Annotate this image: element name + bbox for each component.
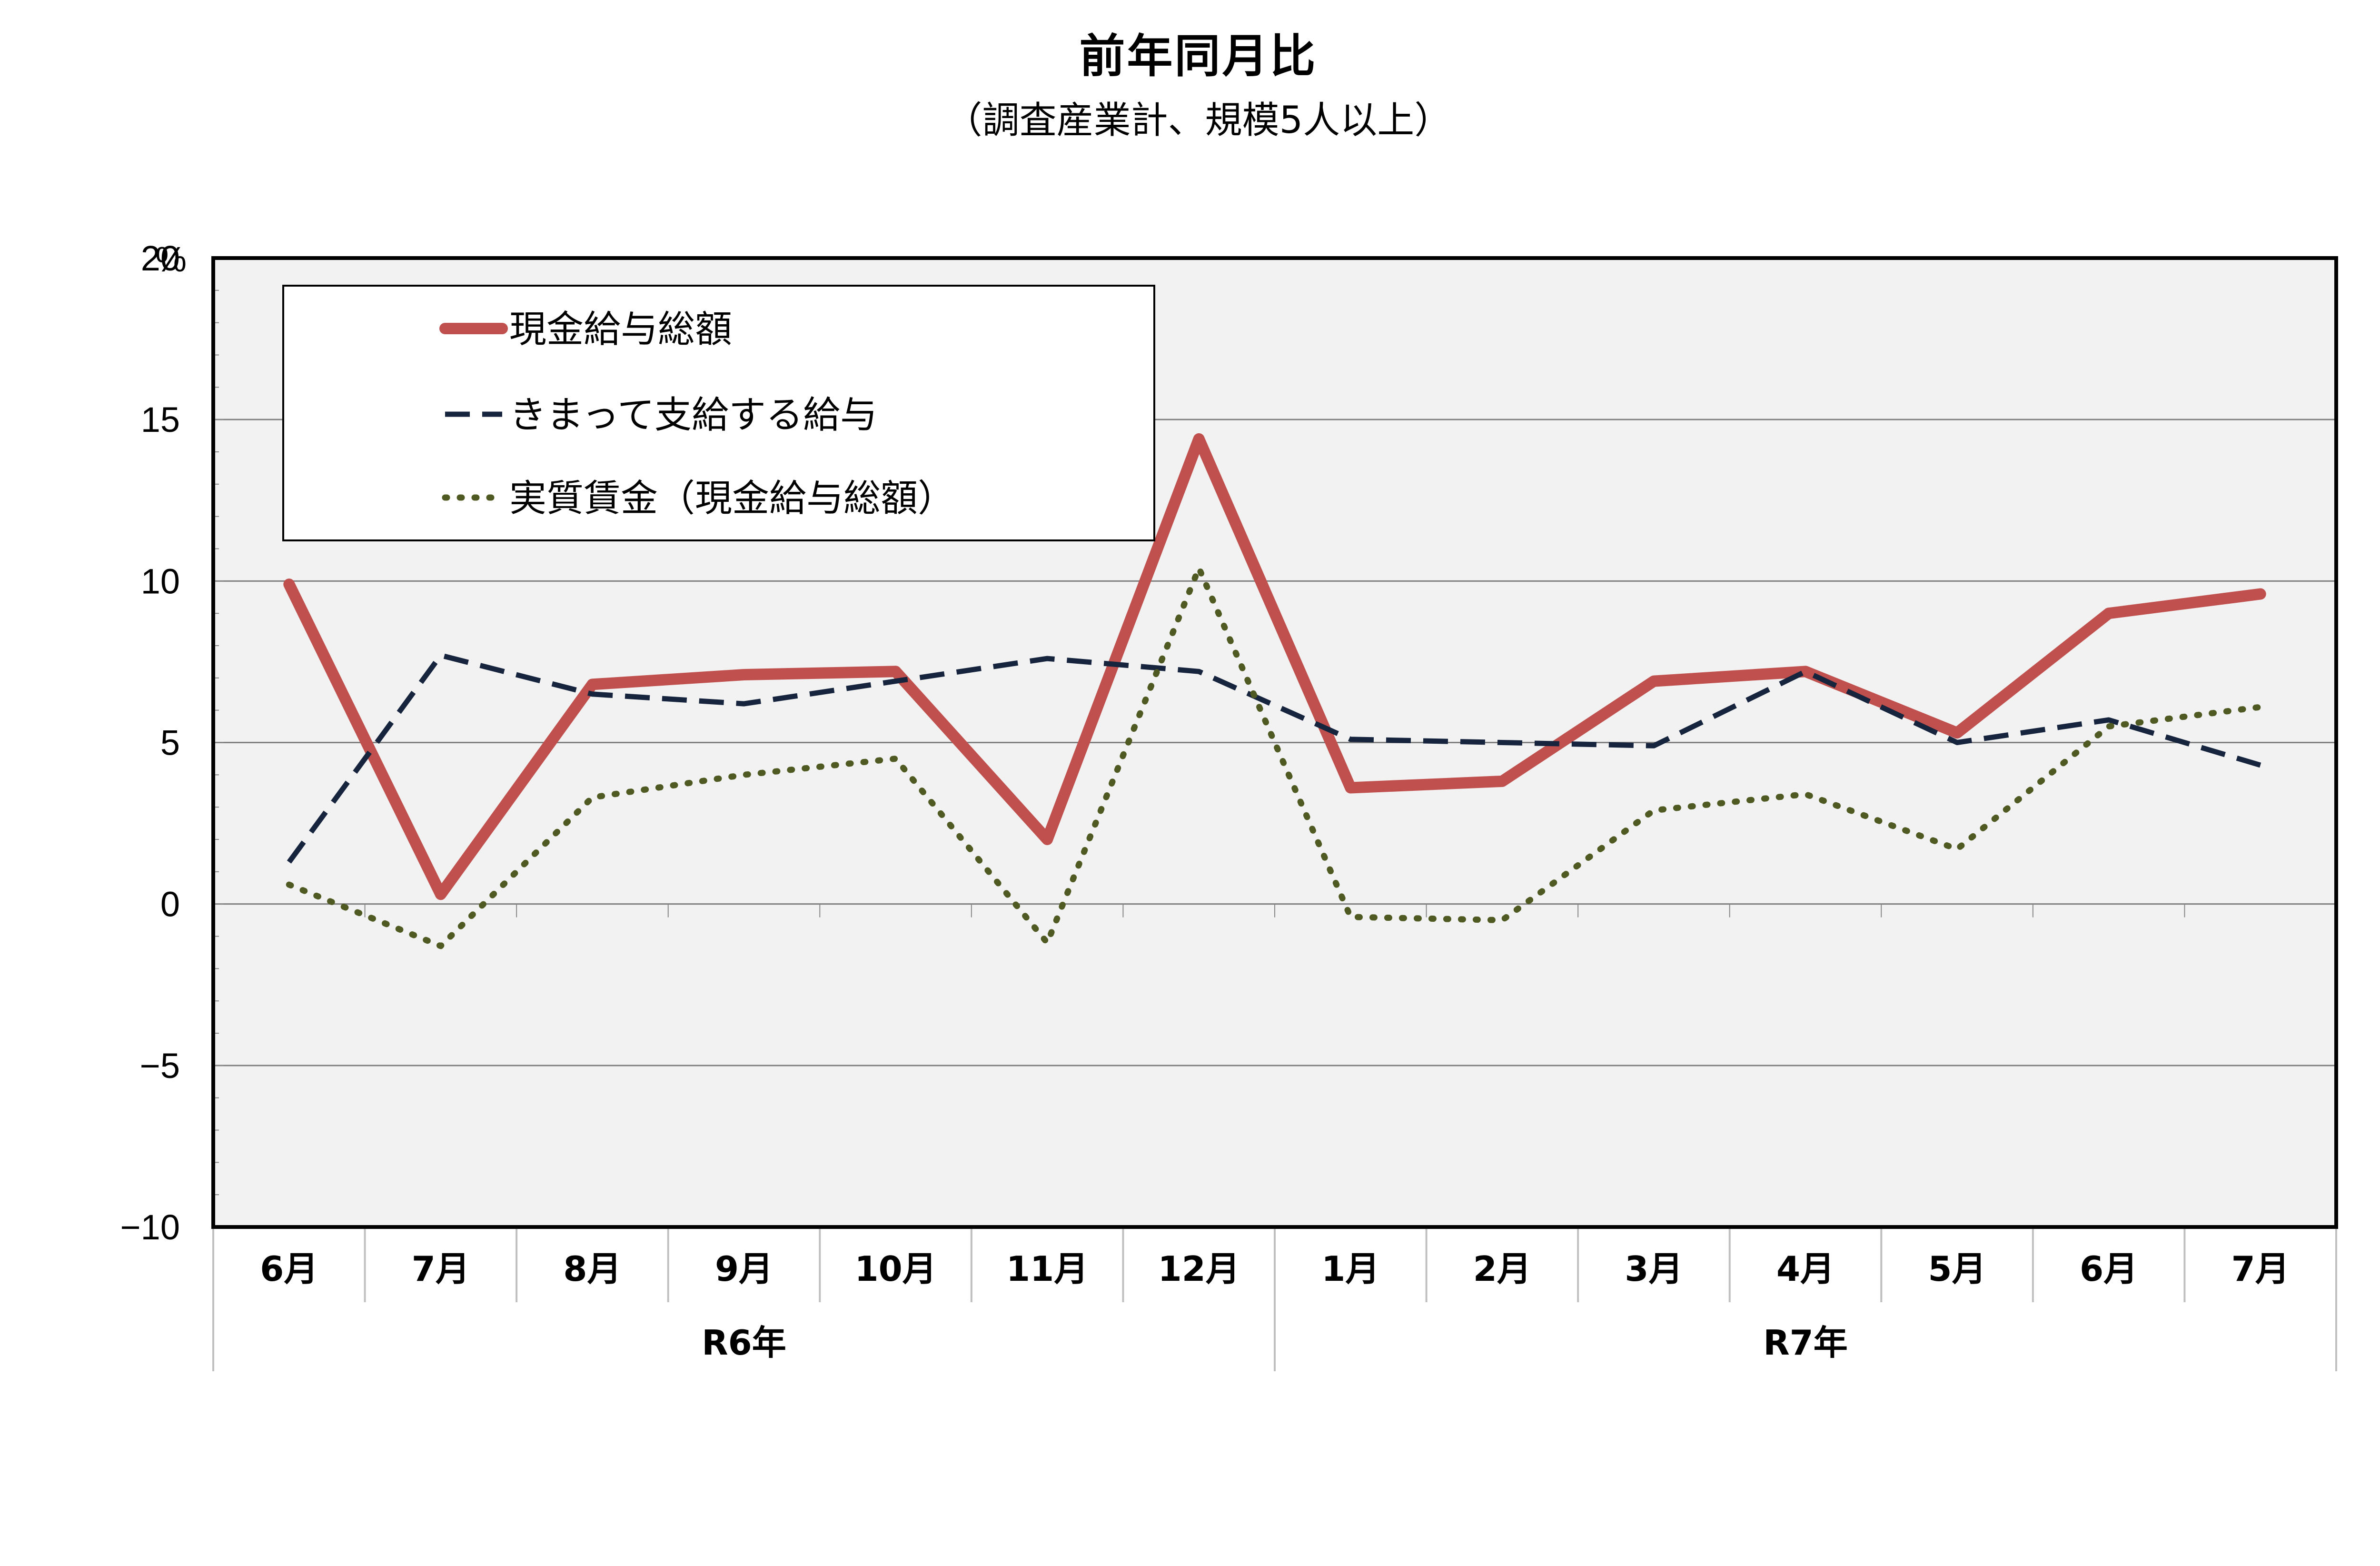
- series-line-1: [283, 433, 2266, 900]
- group-label: R7年: [1763, 1323, 1848, 1363]
- y-axis: −10 −5 0 5 10 15 20%: [120, 239, 224, 1247]
- x-tick-label: 12月: [1158, 1249, 1240, 1289]
- x-tick-label: 1月: [1321, 1249, 1379, 1289]
- x-tick-label: 11月: [1006, 1249, 1088, 1289]
- y-tick-label: 0: [160, 885, 180, 924]
- chart-title: 前年同月比: [1079, 30, 1318, 83]
- x-tick-label: 5月: [1928, 1249, 1986, 1289]
- legend-label-3: 実質賃金（現金給与総額）: [509, 477, 955, 520]
- group-label: R6年: [702, 1323, 786, 1363]
- chart-subtitle: （調査産業計、規模5人以上）: [945, 99, 1452, 142]
- x-axis: 6月 7月 8月 9月 10月 11月 12月 1月 2月 3月 4月 5月 6月 7月 R6年 R7年: [212, 904, 2337, 1371]
- x-tick-label: 7月: [412, 1249, 470, 1289]
- series-line-2: [287, 652, 2261, 864]
- x-tick-label: 2月: [1473, 1249, 1531, 1289]
- series-line-3: [286, 565, 2264, 949]
- plot-frame: [211, 256, 2338, 1229]
- y-tick-label: 10: [141, 561, 180, 601]
- y-tick-label: 20: [141, 239, 180, 278]
- legend-label-2: きまって支給する給与: [509, 394, 877, 437]
- x-tick-label: 6月: [260, 1249, 318, 1289]
- x-tick-label: 4月: [1776, 1249, 1835, 1289]
- y-tick-label: 5: [160, 723, 180, 763]
- legend-label-1: 現金給与総額: [509, 308, 732, 351]
- legend-box: [282, 285, 1155, 541]
- x-tick-label: 7月: [2231, 1249, 2290, 1289]
- y-tick-label: 15: [141, 400, 180, 439]
- y-tick-label: −10: [120, 1207, 180, 1247]
- x-tick-label: 8月: [563, 1249, 621, 1289]
- y-tick-label: −5: [140, 1046, 180, 1086]
- x-tick-label: 10月: [854, 1249, 936, 1289]
- y-unit-label: %: [155, 239, 187, 279]
- x-tick-label: 6月: [2080, 1249, 2138, 1289]
- x-tick-label: 3月: [1625, 1249, 1683, 1289]
- series: [283, 433, 2266, 949]
- x-tick-label: 9月: [715, 1249, 773, 1289]
